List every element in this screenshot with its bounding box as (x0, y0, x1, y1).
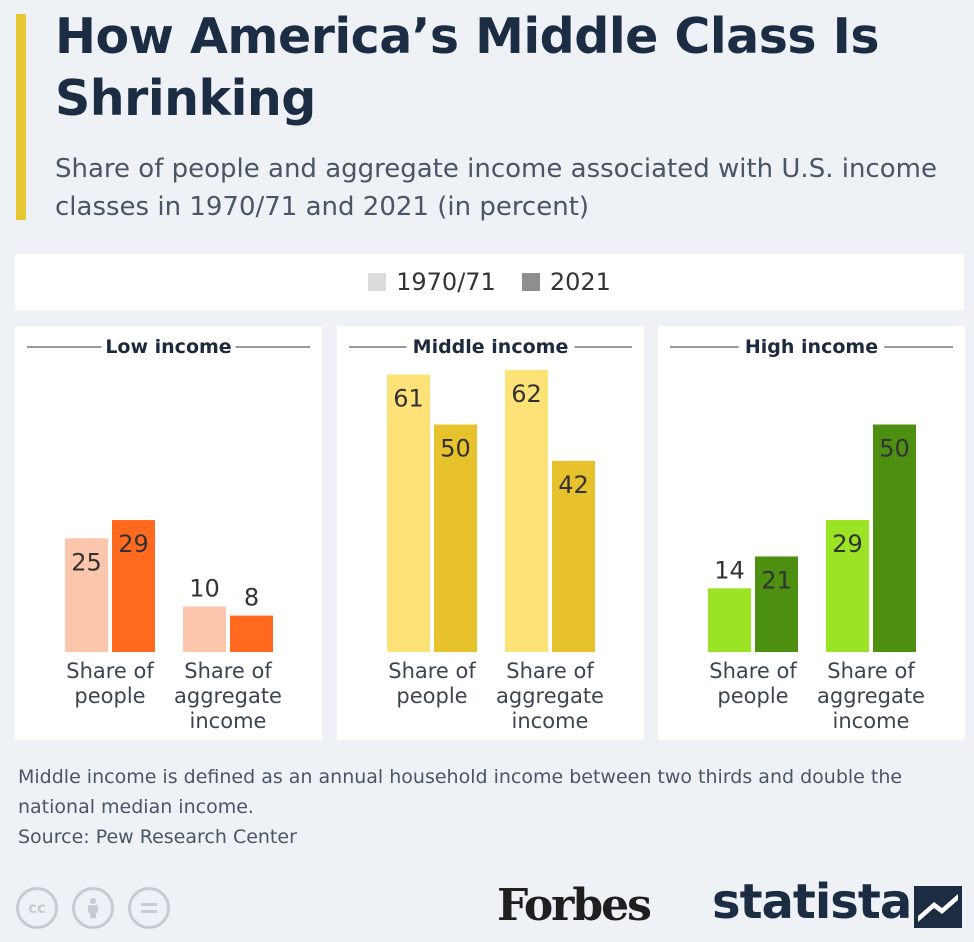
data-label-low-income-1-0: 10 (189, 575, 220, 603)
bar-low-income-people-1970-71 (65, 538, 108, 652)
category-label-middle-income-0-0: Share of (388, 659, 476, 683)
legend-label-2021: 2021 (549, 268, 611, 296)
data-label-middle-income-0-0: 61 (393, 384, 424, 412)
data-label-low-income-0-0: 25 (71, 548, 102, 576)
category-label-low-income-0-0: Share of (66, 659, 154, 683)
bar-low-income-income-1970-71 (183, 606, 226, 652)
category-label-high-income-1-0: Share of (827, 659, 915, 683)
attribution-icon (72, 887, 114, 929)
bar-high-income-income-2021 (873, 424, 916, 652)
category-label-middle-income-1-0: Share of (506, 659, 594, 683)
no-derivatives-icon (128, 887, 170, 929)
bar-low-income-income-2021 (230, 615, 273, 652)
legend-item-1970: 1970/71 (368, 268, 496, 296)
bar-high-income-people-2021 (755, 556, 798, 652)
bar-middle-income-income-1970-71 (505, 369, 548, 652)
legend-label-1970: 1970/71 (396, 268, 496, 296)
chart-subtitle: Share of people and aggregate income ass… (55, 154, 937, 222)
category-label-high-income-1-2: income (833, 709, 910, 733)
category-label-low-income-0-1: people (74, 684, 145, 708)
panel-high-income: High income 14 21 Share of people 29 50 Share o… (658, 326, 965, 740)
category-label-high-income-0-0: Share of (709, 659, 797, 683)
category-label-high-income-1-1: aggregate (817, 684, 925, 708)
bar-middle-income-income-2021 (552, 460, 595, 652)
data-label-low-income-1-1: 8 (244, 584, 259, 612)
statista-logo[interactable]: statista (712, 874, 912, 930)
category-label-low-income-1-1: aggregate (174, 684, 282, 708)
chart-title: How America’s Middle Class Is Shrinking (55, 8, 880, 127)
data-label-middle-income-0-1: 50 (440, 435, 471, 463)
panel-low-income: Low income 25 29 Share of people 10 8 Share of a… (15, 326, 322, 740)
bar-high-income-people-1970-71 (708, 588, 751, 652)
data-label-middle-income-1-0: 62 (511, 380, 542, 408)
title-accent-bar (16, 14, 26, 220)
panel-title-low-income: Low income (105, 336, 231, 358)
panel-title-high-income: High income (745, 336, 878, 358)
panel-title-middle-income: Middle income (413, 336, 569, 358)
legend: 1970/71 2021 (15, 254, 964, 310)
category-label-middle-income-0-1: people (396, 684, 467, 708)
data-label-low-income-0-1: 29 (118, 530, 149, 558)
bar-low-income-people-2021 (112, 520, 155, 652)
source-label: Source: Pew Research Center (18, 826, 297, 848)
legend-item-2021: 2021 (521, 268, 611, 296)
license-icons: cc (16, 887, 170, 929)
data-label-high-income-0-0: 14 (714, 556, 745, 584)
footnote: Middle income is defined as an annual ho… (18, 766, 903, 818)
bar-high-income-income-1970-71 (826, 520, 869, 652)
data-label-high-income-0-1: 21 (761, 566, 792, 594)
forbes-logo[interactable]: Forbes (497, 880, 652, 931)
data-label-high-income-1-1: 50 (879, 435, 910, 463)
bar-middle-income-people-1970-71 (387, 374, 430, 652)
cc-icon: cc (16, 887, 58, 929)
category-label-middle-income-1-1: aggregate (496, 684, 604, 708)
category-label-high-income-0-1: people (717, 684, 788, 708)
data-label-high-income-1-0: 29 (832, 530, 863, 558)
panel-middle-income: Middle income 61 50 Share of people 62 42 Share… (337, 326, 644, 740)
category-label-low-income-1-2: income (190, 709, 267, 733)
bar-middle-income-people-2021 (434, 424, 477, 652)
category-label-low-income-1-0: Share of (184, 659, 272, 683)
statista-mark-icon (914, 886, 962, 928)
data-label-middle-income-1-1: 42 (558, 471, 589, 499)
legend-swatch-dark (521, 273, 540, 291)
category-label-middle-income-1-2: income (512, 709, 589, 733)
legend-swatch-light (368, 273, 387, 291)
